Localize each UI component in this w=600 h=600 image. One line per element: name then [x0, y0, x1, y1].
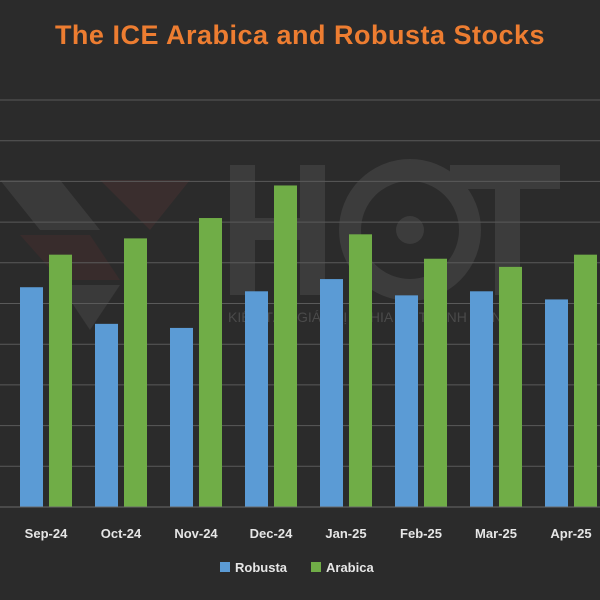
bar-arabica-nov-24	[199, 218, 222, 507]
bar-arabica-apr-25	[574, 254, 597, 507]
x-tick-label: Jan-25	[325, 526, 366, 541]
x-tick-label: Sep-24	[25, 526, 68, 541]
x-tick-label: Nov-24	[174, 526, 218, 541]
legend-swatch-robusta	[220, 562, 230, 572]
x-tick-label: Feb-25	[400, 526, 442, 541]
bar-arabica-jan-25	[349, 234, 372, 507]
legend-swatch-arabica	[311, 562, 321, 572]
bar-robusta-sep-24	[20, 287, 43, 507]
chart-title: The ICE Arabica and Robusta Stocks	[54, 20, 546, 50]
bar-robusta-oct-24	[95, 323, 118, 507]
bar-robusta-nov-24	[170, 327, 193, 507]
bar-robusta-mar-25	[470, 291, 493, 507]
x-tick-label: Oct-24	[101, 526, 142, 541]
x-tick-label: Mar-25	[475, 526, 517, 541]
legend-label-arabica: Arabica	[326, 560, 374, 575]
bars	[20, 185, 597, 507]
bar-arabica-feb-25	[424, 258, 447, 507]
bar-arabica-sep-24	[49, 254, 72, 507]
x-tick-label: Dec-24	[250, 526, 293, 541]
bar-arabica-mar-25	[499, 266, 522, 507]
bar-robusta-dec-24	[245, 291, 268, 507]
bar-robusta-apr-25	[545, 299, 568, 507]
bar-arabica-dec-24	[274, 185, 297, 507]
bar-arabica-oct-24	[124, 238, 147, 507]
bar-robusta-jan-25	[320, 279, 343, 507]
legend: Robusta Arabica	[220, 560, 374, 575]
legend-label-robusta: Robusta	[235, 560, 288, 575]
bar-robusta-feb-25	[395, 295, 418, 507]
x-axis-ticks: Sep-24 Oct-24 Nov-24 Dec-24 Jan-25 Feb-25 Mar-…	[0, 506, 600, 541]
x-tick-label: Apr-25	[550, 526, 591, 541]
